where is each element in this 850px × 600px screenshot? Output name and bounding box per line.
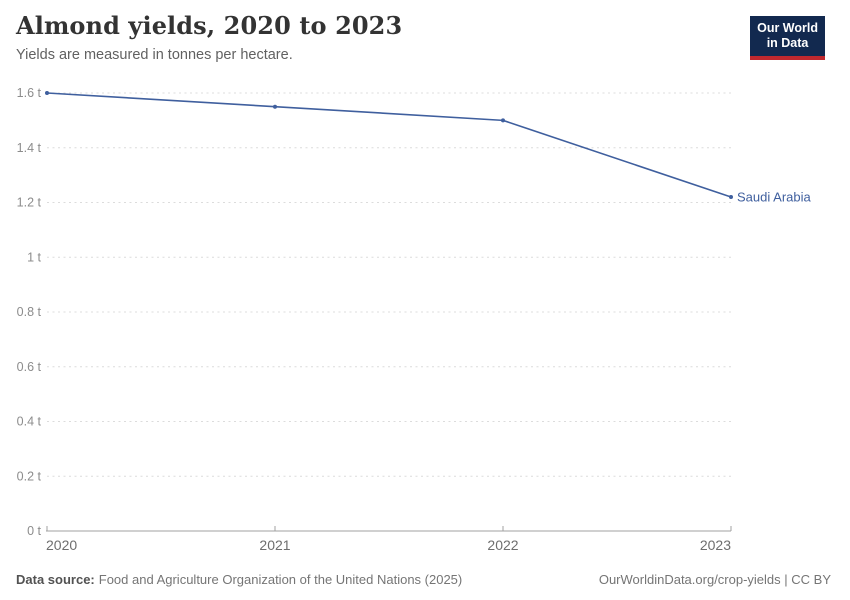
x-tick-label: 2023 <box>700 537 731 553</box>
x-tick-label: 2020 <box>46 537 77 553</box>
data-point[interactable] <box>45 91 49 95</box>
data-point[interactable] <box>273 104 277 109</box>
owid-logo[interactable]: Our World in Data <box>750 16 825 60</box>
y-tick-label: 0.2 t <box>17 469 42 483</box>
x-tick-label: 2022 <box>487 537 518 553</box>
x-tick-label: 2021 <box>259 537 290 553</box>
data-source: Data source: Food and Agriculture Organiz… <box>16 572 462 587</box>
owid-logo-line2: in Data <box>766 36 809 51</box>
y-tick-label: 0.8 t <box>17 305 42 319</box>
chart-subtitle: Yields are measured in tonnes per hectar… <box>16 46 293 63</box>
owid-logo-line1: Our World <box>757 21 818 35</box>
y-tick-label: 1.6 t <box>17 86 42 100</box>
data-source-label: Data source: <box>16 572 95 587</box>
y-tick-label: 1.4 t <box>17 141 42 155</box>
entity-label[interactable]: Saudi Arabia <box>737 190 811 205</box>
data-point[interactable] <box>729 195 733 200</box>
data-source-text: Food and Agriculture Organization of the… <box>98 572 463 587</box>
footer-link[interactable]: OurWorldinData.org/crop-yields | CC BY <box>598 572 831 587</box>
y-tick-label: 0 t <box>27 524 41 538</box>
chart-title: Almond yields, 2020 to 2023 <box>16 11 403 40</box>
y-tick-label: 1.2 t <box>17 196 42 210</box>
series-line[interactable] <box>46 92 732 198</box>
chart-footer: Data source: Food and Agriculture Organiz… <box>16 572 831 587</box>
y-tick-label: 1 t <box>27 250 41 264</box>
chart-header: Almond yields, 2020 to 2023 Yields are m… <box>16 11 740 63</box>
data-point[interactable] <box>501 118 505 123</box>
y-tick-label: 0.6 t <box>17 360 42 374</box>
y-tick-label: 0.4 t <box>17 415 42 429</box>
